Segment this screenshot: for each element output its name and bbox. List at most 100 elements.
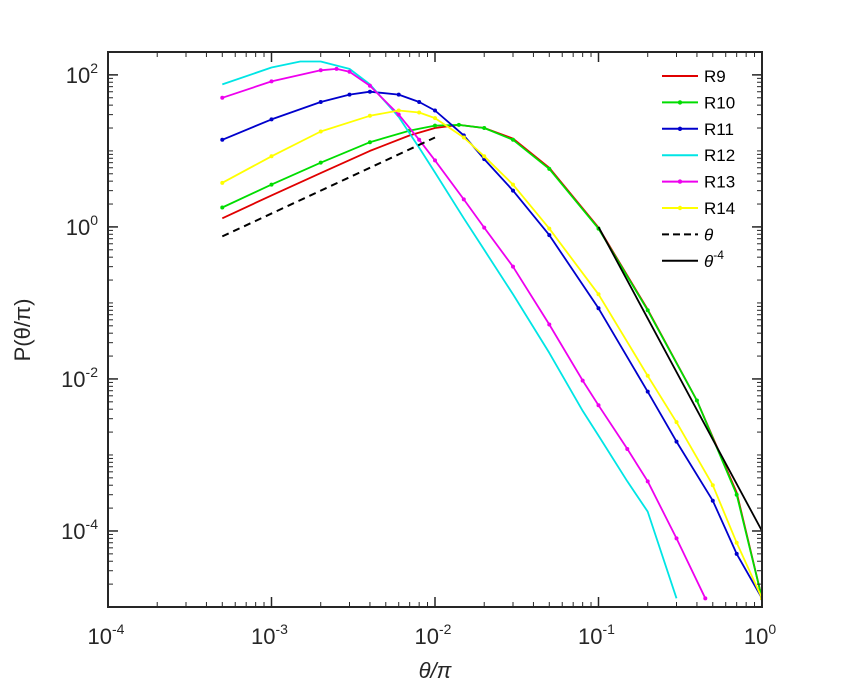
- series-point: [269, 182, 274, 187]
- x-tick-exponent: -4: [112, 621, 125, 637]
- series-point: [511, 182, 516, 187]
- x-tick-base: 10: [578, 624, 602, 649]
- series-point: [220, 95, 225, 100]
- series-point: [269, 154, 274, 159]
- series-point: [461, 135, 466, 140]
- legend-label-text: R13: [704, 173, 735, 192]
- y-tick-exponent: -4: [86, 516, 99, 532]
- series-point: [318, 129, 323, 134]
- legend-label-text: θ: [704, 252, 714, 271]
- series-point: [220, 205, 225, 210]
- series-point: [334, 66, 339, 71]
- legend-label: R14: [704, 199, 735, 218]
- legend-label: R11: [704, 120, 734, 139]
- series-point: [674, 439, 679, 444]
- y-tick-label: 10-2: [61, 364, 98, 392]
- y-axis-label: P(θ/π): [10, 299, 35, 362]
- y-tick-base: 10: [66, 63, 90, 88]
- legend-label-superscript: -4: [713, 248, 724, 262]
- series-point: [645, 373, 650, 378]
- series-point: [396, 112, 401, 117]
- series-point: [417, 110, 422, 115]
- series-point: [318, 160, 323, 165]
- legend-label-text: R14: [704, 199, 735, 218]
- series-layer: [220, 60, 762, 601]
- series-point: [734, 492, 739, 497]
- y-tick-base: 10: [61, 519, 85, 544]
- series-point: [433, 108, 437, 113]
- series-point: [710, 498, 715, 503]
- x-tick-label: 100: [744, 621, 776, 649]
- series-point: [456, 122, 461, 127]
- plot-area: [108, 52, 762, 607]
- series-point: [547, 226, 552, 231]
- series-point: [482, 154, 487, 159]
- x-tick-exponent: 0: [768, 621, 776, 637]
- legend-label-text: R11: [704, 120, 734, 139]
- x-tick-base: 10: [251, 624, 275, 649]
- series-line-R12: [222, 60, 678, 599]
- legend-label-text: R9: [704, 67, 726, 86]
- series-point: [220, 137, 225, 142]
- legend-label-text: R12: [704, 146, 735, 165]
- legend-label-text: θ: [704, 225, 714, 244]
- legend-label: R13: [704, 173, 735, 192]
- series-point: [396, 108, 401, 113]
- y-tick-base: 10: [61, 367, 85, 392]
- y-tick-exponent: 2: [90, 60, 98, 76]
- y-tick-label: 100: [66, 212, 98, 240]
- series-point: [596, 403, 601, 408]
- series-point: [674, 420, 679, 425]
- series-point: [625, 446, 630, 451]
- series-point: [596, 292, 601, 297]
- y-tick-exponent: 0: [90, 212, 98, 228]
- series-point: [694, 398, 699, 403]
- series-point: [645, 308, 650, 313]
- x-tick-exponent: -3: [276, 621, 289, 637]
- series-point: [482, 126, 487, 131]
- series-point: [347, 92, 352, 97]
- series-point: [511, 188, 516, 193]
- x-tick-base: 10: [744, 624, 768, 649]
- series-point: [547, 322, 552, 327]
- series-point: [674, 536, 679, 541]
- y-tick-base: 10: [66, 215, 90, 240]
- legend-marker: [677, 126, 683, 131]
- series-point: [347, 69, 352, 74]
- x-tick-exponent: -1: [603, 621, 616, 637]
- series-point: [433, 116, 437, 121]
- series-point: [511, 137, 516, 142]
- legend-label: R9: [704, 67, 726, 86]
- series-point: [367, 113, 372, 118]
- series-point: [703, 596, 708, 601]
- x-tick-label: 10-1: [578, 621, 615, 649]
- series-point: [645, 479, 650, 484]
- series-point: [710, 483, 715, 488]
- series-point: [367, 83, 372, 88]
- series-point: [580, 378, 585, 383]
- series-point: [461, 197, 466, 202]
- y-tick-label: 10-4: [61, 516, 98, 544]
- series-point: [318, 68, 323, 73]
- series-point: [433, 123, 437, 128]
- legend-marker: [677, 205, 683, 211]
- y-tick-exponent: -2: [86, 364, 99, 380]
- series-point: [417, 99, 422, 104]
- series-point: [482, 225, 487, 230]
- series-point: [596, 306, 601, 311]
- x-tick-label: 10-3: [251, 621, 288, 649]
- series-point: [417, 137, 422, 142]
- legend-marker: [677, 100, 683, 105]
- legend-label: R12: [704, 146, 735, 165]
- series-point: [511, 264, 516, 269]
- series-point: [220, 180, 225, 185]
- plot-frame: [107, 51, 763, 608]
- legend-label-text: R10: [704, 93, 735, 112]
- series-point: [734, 551, 739, 556]
- legend-label: θ: [704, 225, 714, 244]
- x-tick-base: 10: [88, 624, 112, 649]
- legend-marker: [677, 179, 683, 184]
- series-line-theta-6: [221, 136, 436, 238]
